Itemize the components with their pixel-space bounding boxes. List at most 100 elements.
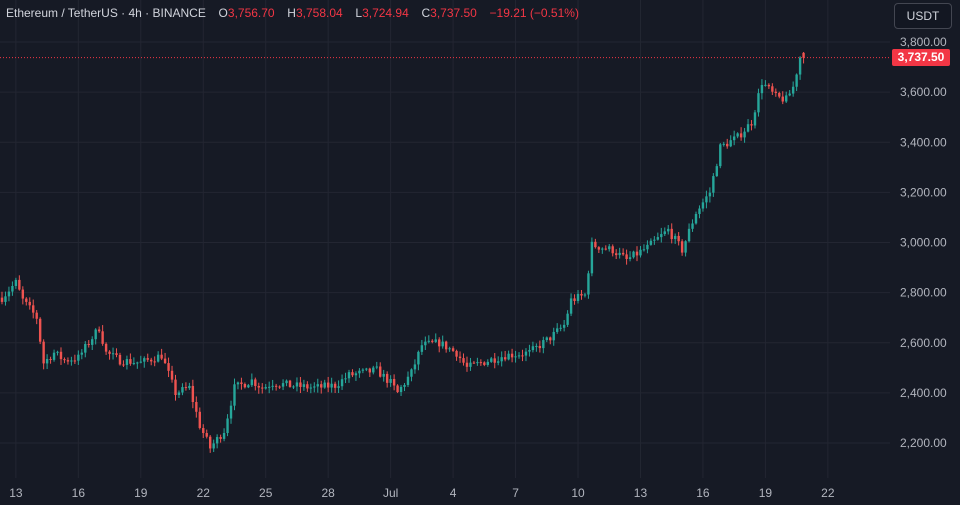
candle-body-205 [712,176,715,193]
candle-body-175 [608,246,611,250]
candle-body-16 [56,351,59,353]
candle-body-95 [330,383,333,388]
candle-body-229 [795,74,798,87]
candle-body-146 [507,353,510,360]
candle-body-126 [438,339,441,347]
x-tick-label-11: 16 [696,486,710,500]
candle-body-217 [753,112,757,126]
x-tick-label-1: 16 [72,486,86,500]
candle-body-30 [104,343,108,352]
candle-body-103 [358,370,361,374]
candle-body-15 [52,352,56,360]
candle-body-227 [788,93,791,96]
candle-body-3 [11,285,14,292]
candle-body-106 [368,368,372,373]
x-tick-label-6: Jul [383,486,398,500]
candle-body-172 [597,247,601,250]
candle-body-33 [115,353,118,355]
candle-body-154 [535,345,538,347]
candle-body-130 [451,348,455,351]
candle-body-151 [524,351,528,356]
candle-body-78 [271,385,274,387]
candle-body-73 [254,379,257,386]
candle-body-230 [798,57,802,75]
candle-body-134 [465,362,469,367]
candle-body-25 [87,344,90,346]
candle-body-89 [309,387,313,389]
high-label: H [287,6,296,20]
candle-body-61 [212,443,215,449]
currency-button[interactable]: USDT [894,3,952,29]
candle-body-201 [698,208,701,214]
x-tick-label-2: 19 [134,486,148,500]
candle-body-74 [257,385,260,388]
candle-body-200 [694,213,698,224]
candle-body-113 [392,378,396,386]
candle-body-116 [403,384,406,387]
candle-body-7 [25,298,28,302]
y-tick-label-7: 2,400.00 [900,386,947,400]
x-tick-label-8: 7 [512,486,519,500]
candle-body-102 [354,373,358,376]
candle-body-123 [427,340,431,342]
x-tick-label-3: 22 [197,486,211,500]
high-value: 3,758.04 [295,6,343,20]
candle-body-12 [42,341,45,364]
candle-body-82 [285,380,288,384]
candle-body-176 [611,246,614,254]
candle-body-66 [229,405,233,419]
candle-body-184 [639,249,642,256]
candle-body-173 [601,248,604,250]
y-tick-label-1: 3,600.00 [900,85,947,99]
candle-body-2 [7,291,11,297]
candle-body-168 [583,294,587,296]
candle-body-75 [261,387,264,389]
candle-body-225 [781,96,784,102]
candle-body-21 [73,360,77,362]
candle-body-27 [94,329,97,340]
candle-body-129 [448,348,451,350]
candle-body-142 [493,358,496,363]
candle-body-24 [84,344,87,353]
candle-body-209 [726,143,729,147]
candle-body-43 [150,359,153,362]
open-label: O [218,6,228,20]
candle-body-136 [472,362,476,364]
candle-body-85 [295,382,299,387]
candle-body-70 [243,383,247,388]
candle-body-144 [500,357,503,362]
candle-body-60 [209,436,212,449]
x-tick-label-4: 25 [259,486,273,500]
candle-body-164 [569,298,573,314]
candle-body-131 [455,350,458,357]
x-tick-label-10: 13 [634,486,648,500]
candle-body-105 [365,368,368,370]
candle-body-204 [708,192,712,197]
candle-body-161 [559,327,562,329]
candle-body-156 [542,340,545,349]
candle-body-191 [663,231,666,235]
candle-body-81 [281,383,285,387]
candle-body-133 [462,358,465,363]
candle-body-198 [687,228,691,242]
candle-body-132 [458,356,462,359]
candle-body-91 [316,384,319,387]
candle-body-115 [399,386,403,393]
candle-body-69 [240,382,243,384]
candle-body-121 [420,345,424,352]
candle-body-17 [59,351,63,360]
candle-body-214 [743,131,746,138]
candle-body-42 [146,358,149,360]
candle-body-80 [278,386,281,388]
candle-body-86 [299,382,302,387]
candle-body-54 [188,385,191,389]
candle-body-71 [247,385,250,388]
candle-body-83 [288,380,292,387]
close-value: 3,737.50 [430,6,477,20]
candle-body-19 [66,360,70,362]
candle-body-28 [97,329,101,332]
candle-body-210 [729,140,732,147]
candle-body-55 [191,385,195,402]
